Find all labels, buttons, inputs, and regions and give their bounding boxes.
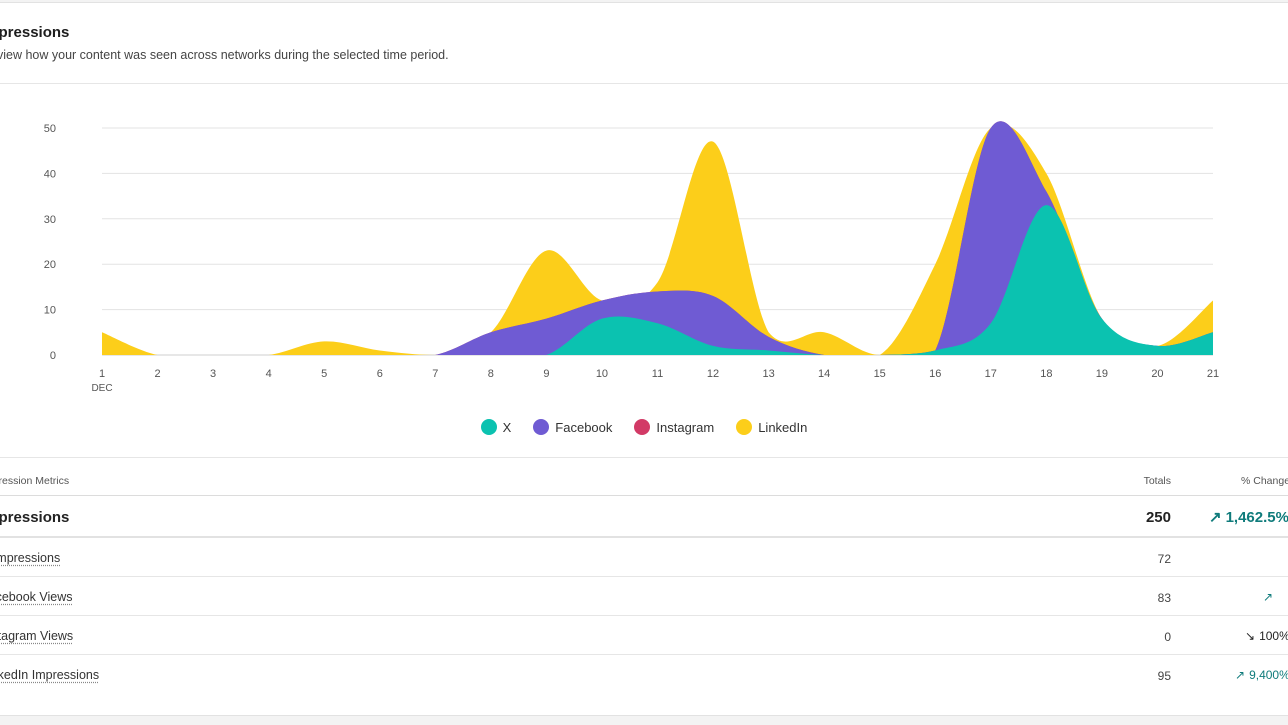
arrow-up-icon: ↗ (1263, 590, 1274, 604)
arrow-up-icon: ↗ (1235, 668, 1246, 682)
metric-value-linkedin: 95 (1157, 669, 1171, 683)
metric-change-facebook: ↗ (1263, 590, 1277, 604)
legend-item-x[interactable]: X (480, 419, 512, 435)
total-change: ↗ 1,462.5% (1209, 508, 1288, 526)
card-title: Impressions (0, 24, 70, 41)
x-tick-label: 12 (707, 368, 719, 380)
metric-label-instagram[interactable]: Instagram Views (0, 629, 74, 643)
total-change-value: 1,462.5% (1225, 509, 1288, 526)
x-tick-label: 5 (321, 368, 327, 380)
legend-item-linkedin[interactable]: LinkedIn (736, 419, 807, 435)
x-tick-label: 21 (1207, 368, 1219, 380)
metric-change-linkedin: ↗ 9,400% (1235, 668, 1288, 682)
legend-swatch (736, 419, 753, 435)
legend-swatch (634, 419, 651, 435)
total-label: Impressions (0, 509, 70, 526)
x-tick-label: 3 (210, 368, 216, 380)
legend-item-instagram[interactable]: Instagram (634, 419, 714, 435)
total-value: 250 (1145, 509, 1171, 526)
metric-label-x[interactable]: X Impressions (0, 551, 61, 565)
x-tick-label: 9 (543, 368, 549, 380)
x-axis-month-label: DEC (91, 383, 112, 394)
metric-value-instagram: 0 (1164, 630, 1171, 644)
metric-row-instagram: Instagram Views 0 ↘100% (0, 616, 1288, 655)
x-tick-label: 13 (762, 368, 774, 380)
metrics-header-change: % Change (1241, 475, 1288, 487)
metric-change-instagram: ↘ 100% (1245, 629, 1288, 643)
metric-value-facebook: 83 (1157, 591, 1171, 605)
x-tick-label: 4 (266, 368, 272, 380)
area-linkedin (102, 123, 1213, 355)
y-tick-label: 20 (44, 259, 56, 271)
x-tick-label: 17 (985, 368, 997, 380)
x-tick-label: 16 (929, 368, 941, 380)
metrics-header-label: Impression Metrics (0, 475, 70, 487)
chart-legend: X Facebook Instagram LinkedIn (0, 416, 1288, 438)
y-tick-label: 40 (44, 168, 56, 180)
legend-label: Instagram (656, 419, 715, 435)
x-tick-label: 19 (1096, 368, 1108, 380)
legend-item-facebook[interactable]: Facebook (533, 419, 612, 435)
x-tick-label: 1 (99, 368, 105, 380)
metric-label-linkedin[interactable]: LinkedIn Impressions (0, 668, 100, 682)
metrics-table: Impression Metrics Totals % Change Impre… (0, 457, 1288, 703)
metric-row-linkedin: LinkedIn Impressions 95 ↗9,400% (0, 655, 1288, 703)
legend-label: X (502, 419, 512, 435)
metrics-header-totals: Totals (1143, 475, 1171, 487)
x-tick-label: 20 (1151, 368, 1163, 380)
arrow-down-icon: ↘ (1245, 629, 1256, 643)
card-header: Impressions Review how your content was … (0, 3, 1288, 84)
metrics-total-row: Impressions 250 ↗1,462.5% (0, 496, 1288, 538)
metric-change-instagram-value: 100% (1259, 629, 1288, 643)
arrow-up-icon: ↗ (1209, 509, 1222, 526)
metric-label-facebook[interactable]: Facebook Views (0, 590, 73, 604)
x-tick-label: 2 (154, 368, 160, 380)
y-tick-label: 0 (50, 350, 56, 362)
x-tick-label: 18 (1040, 368, 1052, 380)
y-tick-label: 50 (44, 123, 56, 135)
y-tick-label: 30 (44, 214, 56, 226)
x-tick-label: 10 (596, 368, 608, 380)
legend-label: Facebook (555, 419, 613, 435)
area-x (102, 205, 1213, 355)
x-tick-label: 15 (874, 368, 886, 380)
y-tick-label: 10 (44, 305, 56, 317)
legend-label: LinkedIn (758, 419, 808, 435)
metric-row-x: X Impressions 72 (0, 538, 1288, 577)
metric-row-facebook: Facebook Views 83 ↗ (0, 577, 1288, 616)
x-tick-label: 14 (818, 368, 830, 380)
legend-swatch (480, 419, 497, 435)
metric-change-linkedin-value: 9,400% (1249, 668, 1288, 682)
card-subtitle: Review how your content was seen across … (0, 48, 449, 62)
x-tick-label: 11 (652, 368, 663, 380)
x-tick-label: 7 (432, 368, 438, 380)
metric-value-x: 72 (1157, 552, 1171, 566)
legend-swatch (533, 419, 550, 435)
x-tick-label: 6 (377, 368, 383, 380)
x-tick-label: 8 (488, 368, 494, 380)
metrics-header-row: Impression Metrics Totals % Change (0, 458, 1288, 496)
